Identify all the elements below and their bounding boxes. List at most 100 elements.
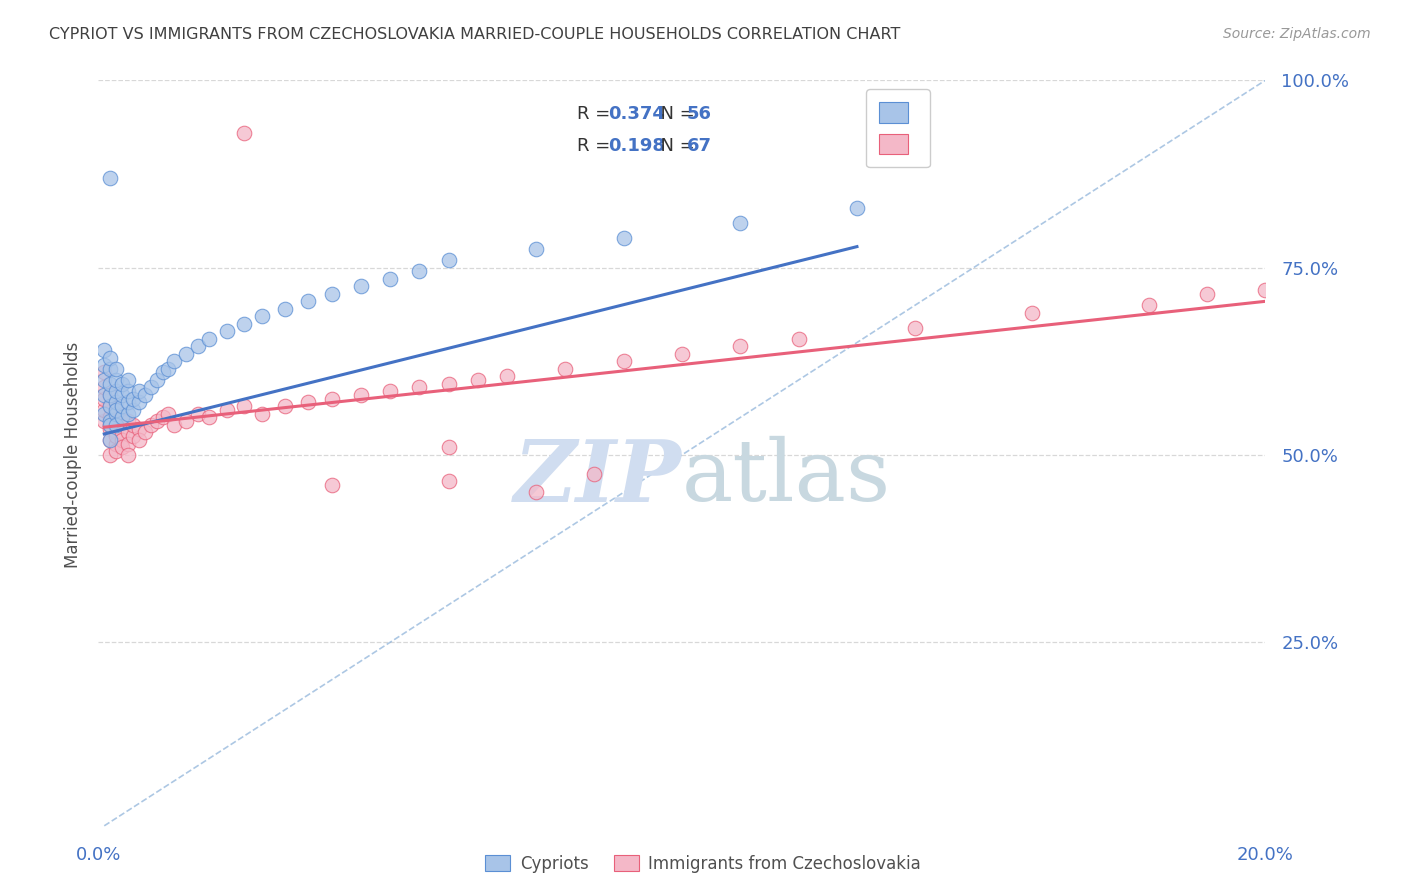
Point — [437, 253, 460, 268]
Text: 0.374: 0.374 — [609, 105, 665, 123]
Point — [671, 347, 693, 361]
Point — [93, 403, 115, 417]
Point — [496, 369, 519, 384]
Point — [122, 417, 145, 432]
Point — [93, 366, 115, 380]
Point — [98, 399, 121, 413]
Point — [134, 388, 156, 402]
Point — [174, 414, 197, 428]
Point — [104, 407, 127, 421]
Point — [321, 392, 343, 406]
Point — [104, 436, 127, 450]
Point — [128, 395, 150, 409]
Point — [174, 347, 197, 361]
Point — [128, 384, 150, 399]
Legend: Cypriots, Immigrants from Czechoslovakia: Cypriots, Immigrants from Czechoslovakia — [478, 848, 928, 880]
Text: R =: R = — [576, 137, 616, 155]
Point — [111, 441, 134, 455]
Point — [437, 441, 460, 455]
Point — [93, 392, 115, 406]
Point — [117, 448, 139, 462]
Point — [215, 324, 238, 338]
Point — [93, 407, 115, 421]
Point — [98, 351, 121, 365]
Point — [111, 425, 134, 440]
Point — [93, 343, 115, 357]
Point — [98, 388, 121, 402]
Point — [524, 485, 547, 500]
Point — [350, 388, 373, 402]
Point — [117, 384, 139, 399]
Point — [274, 399, 297, 413]
Point — [122, 429, 145, 443]
Point — [437, 474, 460, 488]
Text: ZIP: ZIP — [515, 435, 682, 519]
Point — [93, 380, 115, 394]
Point — [111, 433, 134, 447]
Text: N =: N = — [650, 105, 700, 123]
Point — [554, 361, 576, 376]
Point — [1137, 298, 1160, 312]
Point — [408, 380, 430, 394]
Point — [98, 388, 121, 402]
Point — [117, 425, 139, 440]
Point — [104, 429, 127, 443]
Point — [98, 417, 121, 432]
Point — [104, 373, 127, 387]
Point — [730, 216, 752, 230]
Point — [111, 399, 134, 413]
Point — [117, 436, 139, 450]
Point — [98, 417, 121, 432]
Point — [187, 407, 209, 421]
Point — [98, 170, 121, 185]
Point — [583, 467, 606, 481]
Point — [524, 242, 547, 256]
Point — [157, 361, 180, 376]
Point — [98, 361, 121, 376]
Point — [146, 373, 169, 387]
Point — [104, 403, 127, 417]
Point — [104, 395, 127, 409]
Point — [98, 422, 121, 436]
Point — [321, 286, 343, 301]
Point — [146, 414, 169, 428]
Point — [187, 339, 209, 353]
Point — [98, 399, 121, 413]
Point — [104, 425, 127, 440]
Point — [350, 279, 373, 293]
Point — [98, 414, 121, 428]
Point — [152, 410, 174, 425]
Point — [152, 366, 174, 380]
Point — [104, 414, 127, 428]
Legend: , : , — [866, 89, 929, 167]
Point — [93, 388, 115, 402]
Point — [215, 403, 238, 417]
Point — [104, 403, 127, 417]
Point — [93, 414, 115, 428]
Point — [98, 433, 121, 447]
Point — [1021, 305, 1043, 319]
Point — [380, 384, 402, 399]
Point — [846, 201, 869, 215]
Point — [380, 272, 402, 286]
Point — [904, 320, 927, 334]
Point — [233, 317, 256, 331]
Text: Source: ZipAtlas.com: Source: ZipAtlas.com — [1223, 27, 1371, 41]
Point — [321, 478, 343, 492]
Text: R =: R = — [576, 105, 616, 123]
Point — [437, 376, 460, 391]
Point — [128, 433, 150, 447]
Point — [117, 395, 139, 409]
Point — [111, 388, 134, 402]
Point — [111, 376, 134, 391]
Point — [117, 373, 139, 387]
Point — [163, 417, 186, 432]
Point — [157, 407, 180, 421]
Text: 0.198: 0.198 — [609, 137, 665, 155]
Point — [408, 264, 430, 278]
Point — [274, 301, 297, 316]
Point — [98, 376, 121, 391]
Point — [250, 407, 273, 421]
Point — [134, 425, 156, 440]
Point — [297, 294, 319, 309]
